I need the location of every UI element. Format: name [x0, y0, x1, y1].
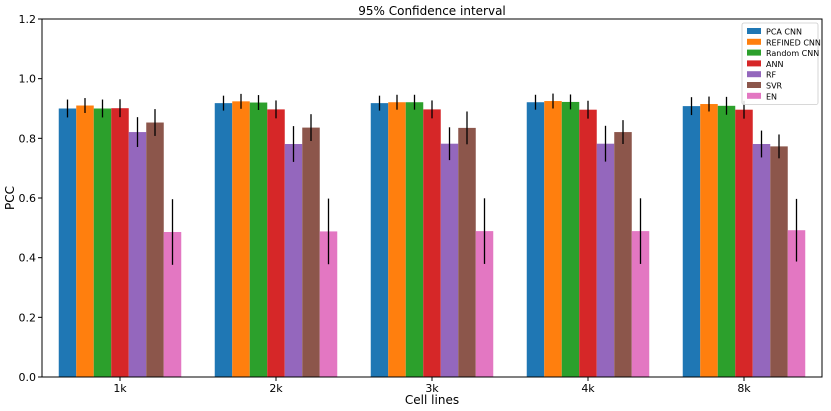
x-tick-label: 2k — [269, 382, 283, 395]
bar-refined-cnn-4k — [544, 101, 562, 378]
legend-swatch — [747, 82, 761, 88]
bar-pca-cnn-3k — [370, 103, 389, 377]
y-tick-label: 1.0 — [19, 73, 37, 86]
bar-random-cnn-8k — [717, 105, 736, 377]
bar-rf-8k — [752, 144, 771, 377]
bar-ann-2k — [267, 109, 285, 378]
y-axis: 0.0 0.2 0.4 0.6 0.8 1.0 1.2 — [19, 13, 42, 384]
legend-swatch — [747, 92, 761, 99]
bar-rf-1k — [128, 132, 147, 377]
bar-en-4k — [631, 231, 650, 377]
y-tick-label: 0.2 — [19, 311, 37, 324]
y-tick-label: 0.0 — [19, 371, 37, 384]
x-axis-label: Cell lines — [405, 393, 459, 407]
bar-ann-3k — [423, 109, 441, 378]
legend-swatch — [747, 71, 761, 78]
legend-swatch — [747, 49, 761, 56]
bar-random-cnn-2k — [249, 102, 268, 378]
bar-refined-cnn-2k — [232, 101, 250, 377]
bar-pca-cnn-1k — [58, 108, 77, 377]
bar-rf-2k — [284, 144, 303, 377]
y-tick-label: 0.4 — [19, 252, 37, 265]
bar-ann-4k — [579, 109, 597, 378]
error-bars-layer — [66, 93, 798, 265]
x-tick-label: 8k — [737, 382, 751, 395]
bar-refined-cnn-1k — [76, 105, 94, 378]
bar-en-8k — [787, 230, 806, 377]
bars-layer — [58, 101, 806, 378]
bar-ann-1k — [111, 108, 129, 378]
x-tick-label: 1k — [113, 382, 127, 395]
legend-label: Random CNN — [766, 49, 819, 58]
legend-swatch — [747, 28, 761, 34]
legend-label: SVR — [766, 82, 783, 91]
bar-random-cnn-1k — [93, 108, 112, 377]
legend-label: PCA CNN — [766, 28, 802, 37]
y-tick-label: 0.6 — [19, 192, 37, 205]
legend-label: REFINED CNN — [766, 38, 821, 47]
bar-svr-2k — [302, 127, 320, 378]
bar-random-cnn-3k — [405, 102, 424, 378]
bar-pca-cnn-2k — [214, 103, 233, 377]
bar-en-1k — [163, 232, 182, 377]
x-tick-label: 4k — [581, 382, 595, 395]
bar-svr-8k — [770, 146, 788, 377]
legend-label: ANN — [766, 60, 783, 69]
bar-svr-4k — [614, 132, 632, 377]
bar-refined-cnn-8k — [700, 104, 718, 378]
bar-svr-1k — [146, 122, 164, 377]
legend-label: EN — [766, 92, 777, 101]
bar-rf-3k — [440, 143, 459, 377]
y-axis-label: PCC — [3, 186, 17, 210]
legend-swatch — [747, 38, 761, 45]
bar-random-cnn-4k — [561, 101, 580, 377]
bar-rf-4k — [596, 143, 615, 377]
x-axis: 1k 2k 3k 4k 8k — [113, 377, 751, 395]
y-tick-label: 1.2 — [19, 13, 37, 26]
bar-pca-cnn-4k — [526, 102, 545, 378]
bar-en-3k — [475, 231, 494, 377]
chart-title: 95% Confidence interval — [358, 4, 506, 18]
bar-pca-cnn-8k — [682, 106, 701, 377]
y-tick-label: 0.8 — [19, 132, 37, 145]
x-tick-label: 3k — [425, 382, 439, 395]
bar-svr-3k — [458, 127, 476, 378]
legend-swatch — [747, 60, 761, 67]
bar-ann-8k — [735, 109, 753, 378]
bar-refined-cnn-3k — [388, 102, 406, 378]
bar-en-2k — [319, 231, 338, 377]
legend-label: RF — [766, 71, 777, 80]
